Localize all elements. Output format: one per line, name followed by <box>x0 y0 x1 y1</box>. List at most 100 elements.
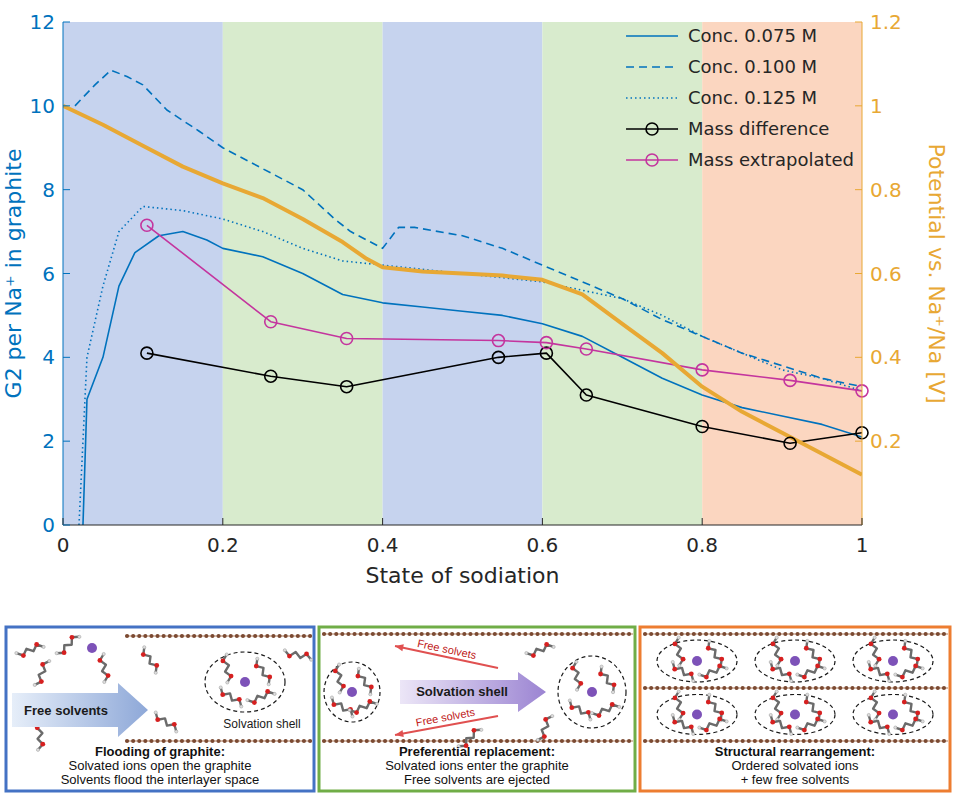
solvation-shell <box>558 656 626 728</box>
solvent-molecule <box>773 692 781 720</box>
oxygen-atom <box>885 671 890 676</box>
hydrogen-atom <box>790 679 793 682</box>
oxygen-atom <box>779 657 784 662</box>
oxygen-atom <box>265 689 270 694</box>
region-band <box>63 22 223 525</box>
oxygen-atom <box>304 651 309 656</box>
x-tick <box>542 518 543 525</box>
solvation-shell <box>853 695 933 735</box>
oxygen-atom <box>868 720 873 725</box>
hydrogen-atom <box>678 664 681 667</box>
oxygen-atom <box>367 699 372 704</box>
solvation-shell <box>853 640 933 682</box>
oxygen-atom <box>771 642 776 647</box>
oxygen-atom <box>586 710 591 715</box>
solvent-molecule <box>223 655 231 683</box>
hydrogen-atom <box>874 664 877 667</box>
hydrogen-atom <box>375 702 378 705</box>
y2-tick <box>855 441 862 442</box>
plot-area <box>63 22 862 525</box>
oxygen-atom <box>802 675 807 680</box>
graphite-atoms <box>645 686 948 690</box>
hydrogen-atom <box>769 660 772 663</box>
hydrogen-atom <box>78 635 81 638</box>
marker <box>580 343 592 355</box>
hydrogen-atom <box>42 645 45 648</box>
y-tick-label: 6 <box>42 262 55 286</box>
sodium-ion <box>587 687 597 697</box>
oxygen-atom <box>543 717 548 722</box>
hydrogen-atom <box>725 667 728 670</box>
legend-label: Mass difference <box>688 118 829 139</box>
hydrogen-atom <box>698 673 701 676</box>
y-tick <box>63 105 70 106</box>
y2-tick <box>855 189 862 190</box>
hydrogen-atom <box>575 688 578 691</box>
hydrogen-atom <box>708 639 711 642</box>
hydrogen-atom <box>480 728 483 731</box>
solvation-shell <box>205 652 285 712</box>
hydrogen-atom <box>823 720 826 723</box>
oxygen-atom <box>172 722 177 727</box>
marker <box>341 381 353 393</box>
oxygen-atom <box>569 705 574 710</box>
panel-title: Flooding of graphite: <box>95 744 225 759</box>
oxygen-atom <box>804 646 809 651</box>
hydrogen-atom <box>102 652 105 655</box>
graphite-atoms <box>127 739 312 743</box>
solvation-shell <box>657 640 737 682</box>
solvent-molecule <box>871 638 879 666</box>
oxygen-atom <box>62 650 67 655</box>
oxygen-atom <box>770 667 775 672</box>
hydrogen-atom <box>806 693 809 696</box>
oxygen-atom <box>869 696 874 701</box>
potential-line <box>63 106 862 475</box>
hydrogen-atom <box>283 649 286 652</box>
oxygen-atom <box>771 696 776 701</box>
y-tick-label: 12 <box>30 10 55 34</box>
x-tick-label: 1 <box>856 533 869 557</box>
hydrogen-atom <box>677 690 680 693</box>
oxygen-atom <box>900 728 905 733</box>
oxygen-atom <box>542 734 547 739</box>
hydrogen-atom <box>867 713 870 716</box>
oxygen-atom <box>681 657 686 662</box>
solvent-molecule <box>871 692 879 720</box>
hydrogen-atom <box>575 660 578 663</box>
oxygen-atom <box>610 702 615 707</box>
hydrogen-atom <box>240 705 243 708</box>
oxygen-atom <box>719 657 724 662</box>
region-band <box>542 22 702 525</box>
markers <box>141 219 868 449</box>
solvation-shell <box>657 695 737 735</box>
hydrogen-atom <box>154 711 157 714</box>
hydrogen-atom <box>154 671 157 674</box>
sodium-ion <box>347 687 357 697</box>
hydrogen-atom <box>525 651 528 654</box>
x-tick <box>382 518 383 525</box>
flow-arrow <box>12 683 148 737</box>
oxygen-atom <box>869 642 874 647</box>
marker <box>784 374 796 386</box>
y-tick-label: 0 <box>42 513 55 537</box>
hydrogen-atom <box>894 673 897 676</box>
x-tick <box>63 518 64 525</box>
solvent-molecule <box>773 638 781 666</box>
marker <box>141 219 153 231</box>
series-line <box>75 70 862 386</box>
panel-text: Free solvents are ejected <box>404 772 550 787</box>
oxygen-atom <box>787 724 792 729</box>
solvation-shell <box>755 640 835 682</box>
hydrogen-atom <box>725 720 728 723</box>
solvent-molecule <box>332 698 353 717</box>
hydrogen-atom <box>671 713 674 716</box>
y2-tick-label: 1.2 <box>870 10 902 34</box>
solvent-molecule <box>570 701 591 720</box>
graphite-layer <box>322 741 633 742</box>
solvent-molecule <box>699 666 726 677</box>
oxygen-atom <box>817 657 822 662</box>
solvent-molecule <box>869 715 890 734</box>
panel-text: Solvents flood the interlayer space <box>61 772 260 787</box>
panel-frame <box>640 627 950 791</box>
eject-arrow-head <box>395 730 404 737</box>
